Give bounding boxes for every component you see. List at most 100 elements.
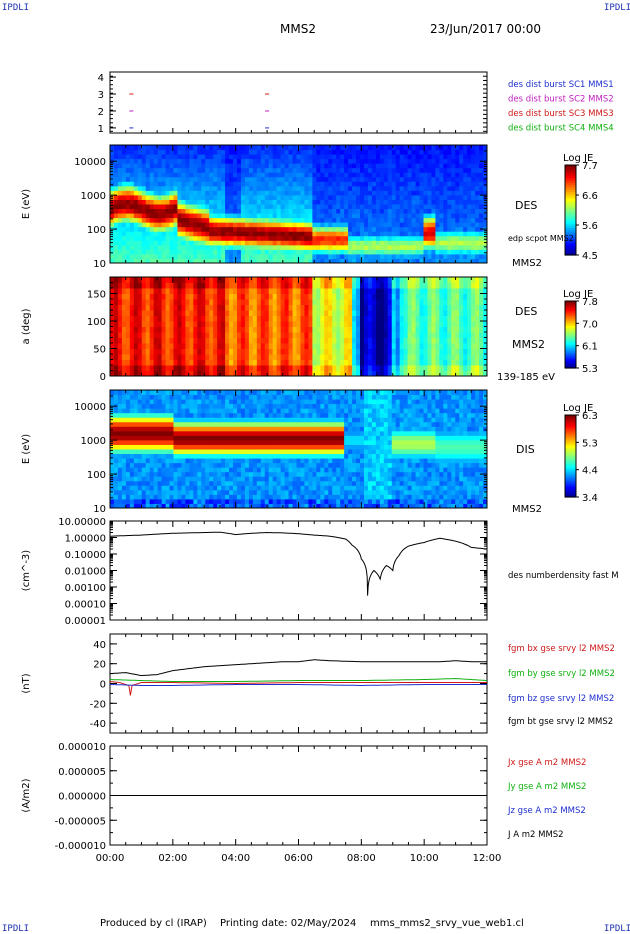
des_energy-cell — [284, 222, 290, 228]
des_pitch-cell — [272, 315, 278, 322]
des_pitch-cell — [221, 354, 226, 360]
des_pitch-cell — [296, 321, 301, 327]
des_pitch-cell — [419, 365, 425, 371]
des_pitch-cell — [316, 310, 321, 316]
dis_energy-cell — [125, 480, 131, 486]
des_energy-cell — [288, 213, 294, 219]
des_energy-cell — [240, 199, 246, 205]
des_pitch-cell — [221, 299, 226, 305]
des_pitch-cell — [129, 304, 135, 311]
des_energy-cell — [177, 199, 182, 205]
des_energy-cell — [304, 181, 309, 187]
dis_energy-cell — [133, 444, 139, 450]
des_energy-cell — [193, 235, 198, 241]
des_pitch-cell — [367, 365, 373, 371]
des_energy-cell — [169, 194, 174, 200]
dis_energy-cell — [129, 449, 135, 455]
des_pitch-cell — [375, 321, 381, 327]
des_pitch-cell — [419, 304, 425, 311]
des_pitch-cell — [268, 293, 274, 300]
des_pitch-cell — [340, 348, 345, 355]
des_energy-cell — [415, 149, 421, 155]
des_pitch-cell — [217, 282, 222, 289]
des_pitch-cell — [213, 359, 218, 366]
des_pitch-cell — [336, 354, 341, 360]
dis_energy-cell — [157, 435, 163, 441]
des_pitch-cell — [360, 359, 365, 366]
des_pitch-cell — [225, 337, 230, 344]
dis_energy-cell — [145, 439, 151, 445]
des_energy-cell — [316, 253, 321, 259]
des_energy-cell — [463, 213, 468, 219]
des_energy-cell — [137, 244, 143, 250]
des_energy-cell — [205, 158, 210, 164]
des_energy-cell — [371, 231, 377, 237]
des_energy-cell — [463, 240, 468, 246]
dis_energy-cell — [153, 494, 159, 500]
des_pitch-cell — [371, 310, 377, 316]
des_energy-cell — [423, 208, 428, 214]
des_pitch-cell — [236, 315, 242, 322]
des_energy-cell — [348, 145, 353, 151]
des_pitch-cell — [173, 326, 178, 333]
des_pitch-colorbar-cell — [565, 331, 576, 334]
des_energy-cell — [363, 194, 369, 200]
des_pitch-cell — [233, 365, 238, 371]
des_energy-cell — [399, 208, 405, 214]
des_energy-cell — [280, 167, 286, 173]
des_energy-colorbar-cell — [565, 232, 576, 236]
des_energy-cell — [149, 172, 155, 178]
des_energy-cell — [348, 235, 353, 241]
des_pitch-cell — [185, 326, 190, 333]
des_energy-cell — [229, 222, 234, 228]
des_energy-cell — [435, 244, 440, 250]
des_pitch-cell — [205, 332, 210, 338]
des_energy-cell — [149, 204, 155, 210]
dis_energy-cell — [157, 480, 163, 486]
des_pitch-cell — [415, 348, 421, 355]
des_energy-cell — [483, 258, 488, 264]
des_energy-cell — [356, 253, 361, 259]
des_energy-cell — [149, 208, 155, 214]
des_energy-cell — [316, 185, 321, 191]
des_energy-cell — [233, 222, 238, 228]
des_energy-cell — [387, 240, 393, 246]
des_pitch-cell — [240, 326, 246, 333]
des_energy-cell — [340, 231, 345, 237]
des_pitch-cell — [344, 348, 349, 355]
des_energy-cell — [292, 204, 298, 210]
dis_energy-cell — [153, 390, 159, 396]
des_pitch-cell — [427, 332, 432, 338]
des_energy-cell — [344, 176, 349, 182]
dis_energy-cell — [110, 439, 115, 445]
dis_energy-cell — [165, 467, 171, 473]
des_pitch-cell — [141, 365, 147, 371]
des_energy-cell — [288, 145, 294, 151]
des_pitch-cell — [328, 277, 333, 283]
des_pitch-cell — [475, 321, 480, 327]
des_energy-cell — [229, 253, 234, 259]
des_pitch-cell — [407, 282, 413, 289]
des_energy-cell — [296, 244, 301, 250]
des_pitch-cell — [340, 293, 345, 300]
des_pitch-cell — [113, 332, 119, 338]
des_energy-cell — [471, 158, 476, 164]
des_energy-cell — [157, 235, 163, 241]
des_pitch-cell — [141, 337, 147, 344]
dis_energy-cell — [165, 462, 171, 468]
des_energy-cell — [403, 226, 409, 232]
des_energy-cell — [308, 190, 313, 196]
des_energy-cell — [407, 231, 413, 237]
des_pitch-cell — [193, 277, 198, 283]
des_pitch-cell — [260, 359, 266, 366]
dis_energy-cell — [110, 412, 115, 418]
des_energy-cell — [197, 244, 202, 250]
des_energy-cell — [165, 145, 171, 151]
des_energy-cell — [379, 199, 385, 205]
des_energy-cell — [189, 213, 194, 219]
des_energy-cell — [280, 185, 286, 191]
des_energy-cell — [129, 258, 135, 264]
des_energy-cell — [244, 208, 250, 214]
des_energy-cell — [312, 240, 317, 246]
des_energy-cell — [395, 154, 401, 160]
